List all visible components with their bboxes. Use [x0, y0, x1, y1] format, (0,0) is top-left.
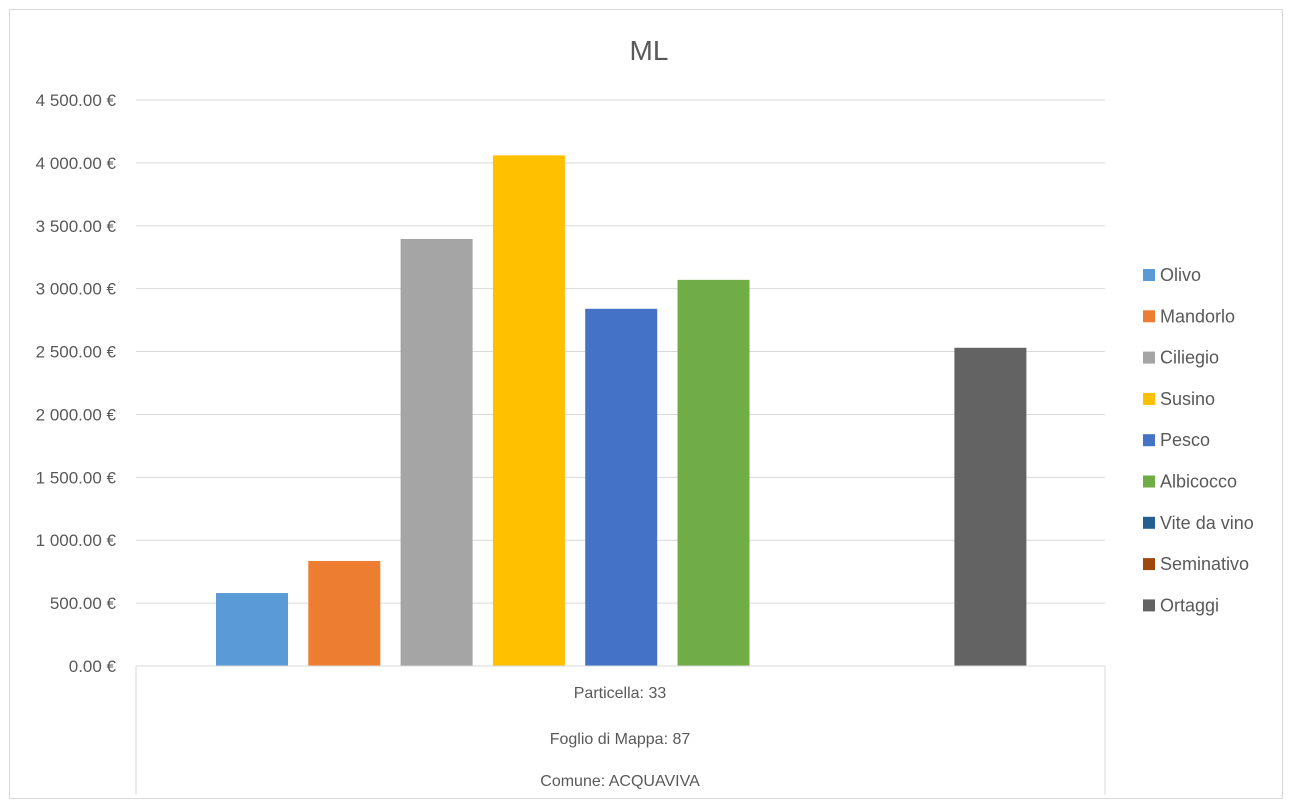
- legend-label: Olivo: [1160, 265, 1201, 285]
- legend-swatch: [1143, 310, 1155, 323]
- legend-swatch: [1143, 269, 1155, 281]
- y-tick-label: 1 000.00 €: [36, 531, 117, 550]
- legend-swatch: [1143, 599, 1155, 612]
- legend-swatch: [1143, 475, 1155, 488]
- bar-mandorlo: [308, 560, 381, 666]
- legend-label: Ciliegio: [1160, 348, 1219, 368]
- category-axis: Particella: 33 Foglio di Mappa: 87 Comun…: [135, 665, 1106, 795]
- y-tick-label: 4 500.00 €: [36, 91, 117, 110]
- chart-title: ML: [630, 35, 669, 66]
- legend-label: Seminativo: [1160, 554, 1249, 574]
- legend-label: Mandorlo: [1160, 306, 1235, 326]
- bars: [216, 155, 1027, 667]
- category-label-foglio: Foglio di Mappa: 87: [550, 731, 691, 748]
- legend-label: Albicocco: [1160, 472, 1237, 492]
- category-label-comune: Comune: ACQUAVIVA: [540, 773, 700, 790]
- legend-label: Pesco: [1160, 430, 1210, 450]
- y-tick-label: 2 500.00 €: [36, 343, 117, 362]
- bar-olivo: [216, 593, 288, 666]
- bar-albicocco: [677, 279, 750, 666]
- legend-label: Ortaggi: [1160, 595, 1219, 615]
- legend-swatch: [1143, 558, 1155, 571]
- y-axis-tick-labels: 0.00 € 500.00 € 1 000.00 € 1 500.00 € 2 000.…: [36, 91, 117, 676]
- y-tick-label: 4 000.00 €: [36, 154, 117, 173]
- legend: Olivo Mandorlo Ciliegio Susino Pesco Albicocc…: [1143, 265, 1254, 615]
- category-label-particella: Particella: 33: [574, 685, 667, 702]
- y-tick-label: 0.00 €: [69, 657, 117, 676]
- legend-swatch: [1143, 434, 1155, 447]
- bar-susino: [492, 155, 565, 666]
- bar-pesco: [585, 308, 658, 666]
- y-tick-label: 1 500.00 €: [36, 468, 117, 487]
- bar-ortaggi: [954, 347, 1027, 666]
- y-tick-label: 500.00 €: [50, 594, 117, 613]
- legend-label: Vite da vino: [1160, 513, 1254, 533]
- y-tick-label: 3 000.00 €: [36, 280, 117, 299]
- legend-swatch: [1143, 516, 1155, 529]
- legend-swatch: [1143, 351, 1155, 364]
- y-tick-label: 3 500.00 €: [36, 217, 117, 236]
- legend-swatch: [1143, 392, 1155, 405]
- y-tick-label: 2 000.00 €: [36, 405, 117, 424]
- legend-label: Susino: [1160, 389, 1215, 409]
- bar-ciliegio: [400, 238, 473, 667]
